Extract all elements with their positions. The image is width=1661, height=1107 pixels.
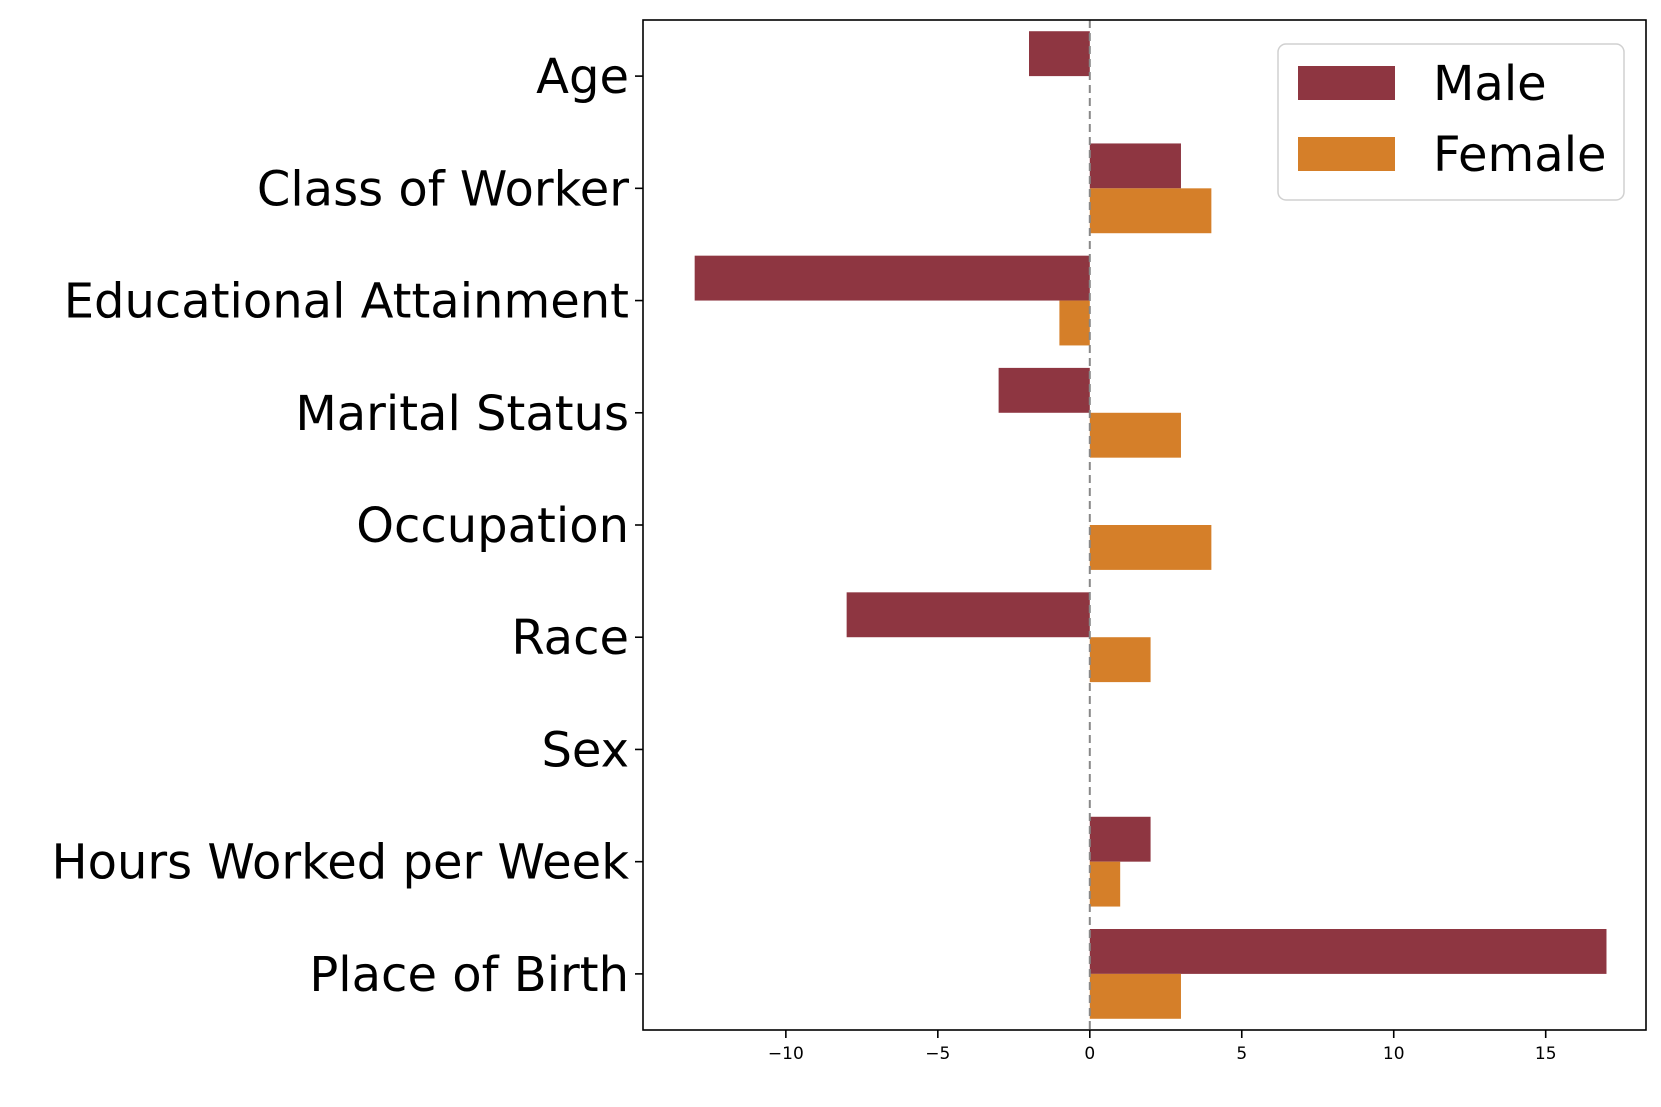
legend: Male Female [1277, 43, 1625, 201]
y-axis: Age Class of Worker Educational Attainment… [52, 49, 643, 1003]
y-tick-label: Race [511, 610, 629, 666]
y-tick-label: Marital Status [295, 386, 629, 442]
x-axis: −10 −5 0 5 10 15 [768, 1030, 1557, 1064]
y-tick-label: Class of Worker [257, 161, 629, 217]
bar-male-7 [1089, 816, 1151, 862]
bars-layer [694, 31, 1607, 1019]
y-tick-label: Sex [541, 722, 629, 778]
bar-female-1 [1089, 188, 1212, 234]
bar-male-8 [1089, 929, 1607, 974]
bar-male-3 [998, 367, 1090, 413]
x-tick-label: 10 [1383, 1044, 1405, 1064]
x-tick-label: 5 [1236, 1044, 1247, 1064]
bar-female-8 [1089, 973, 1181, 1019]
bar-male-0 [1029, 31, 1090, 77]
bar-male-2 [694, 255, 1090, 301]
bar-female-3 [1089, 412, 1181, 458]
bar-male-1 [1089, 143, 1181, 189]
bar-female-7 [1089, 861, 1121, 907]
legend-label-female: Female [1433, 127, 1607, 183]
x-tick-label: −5 [925, 1044, 950, 1064]
y-tick-label: Hours Worked per Week [52, 835, 630, 891]
legend-label-male: Male [1433, 56, 1547, 112]
y-tick-label: Occupation [356, 498, 629, 554]
bar-female-5 [1089, 637, 1151, 683]
x-tick-label: 0 [1084, 1044, 1095, 1064]
y-tick-label: Age [536, 49, 629, 105]
legend-swatch-male [1298, 66, 1395, 100]
legend-swatch-female [1298, 137, 1395, 171]
y-tick-label: Place of Birth [309, 947, 629, 1003]
x-tick-label: 15 [1535, 1044, 1557, 1064]
bar-female-4 [1089, 525, 1212, 570]
bar-female-2 [1059, 300, 1090, 346]
x-tick-label: −10 [768, 1044, 804, 1064]
bar-male-5 [846, 592, 1090, 638]
y-tick-label: Educational Attainment [64, 274, 629, 330]
